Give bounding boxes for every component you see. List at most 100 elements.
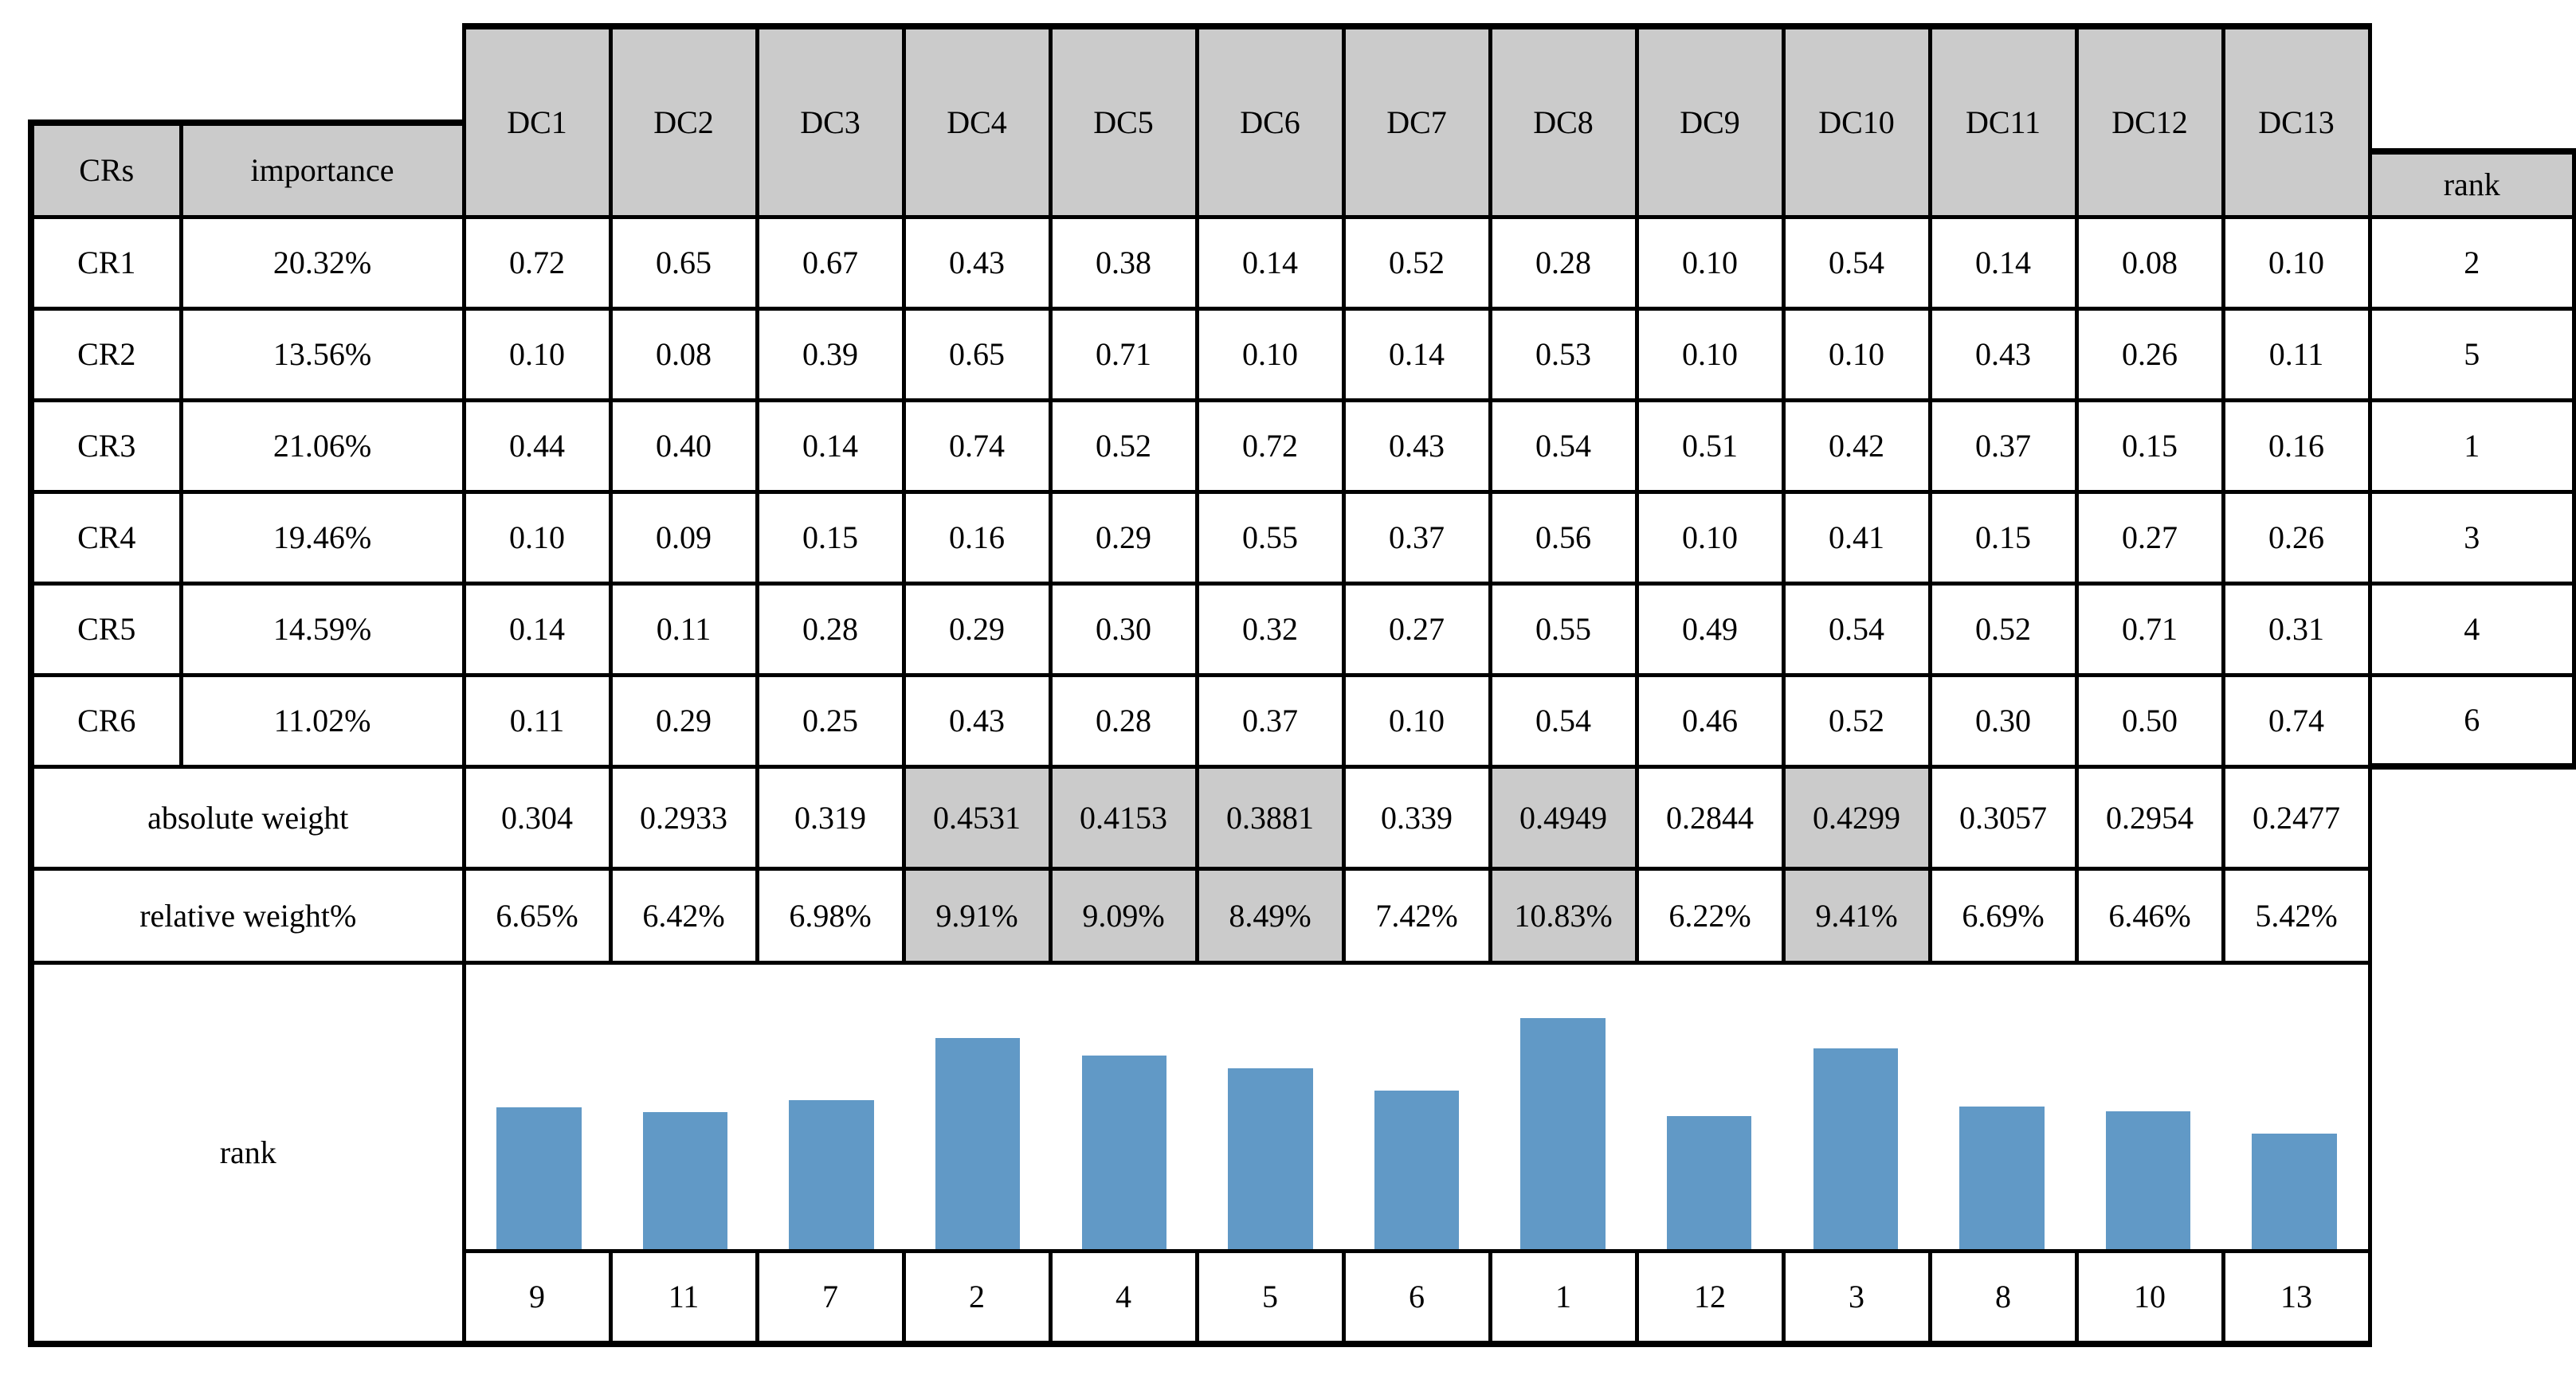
- matrix-cell: 0.43: [901, 672, 1053, 769]
- matrix-cell: 0.29: [901, 581, 1053, 677]
- absolute-weight-cell: 0.2954: [2074, 764, 2225, 871]
- matrix-cell: 0.15: [2074, 398, 2225, 494]
- matrix-cell: 0.14: [1341, 306, 1492, 402]
- absolute-weight-cell: 0.4949: [1488, 764, 1639, 871]
- matrix-cell: 0.30: [1927, 672, 2079, 769]
- dc-header: DC9: [1634, 23, 1786, 219]
- matrix-cell: 0.10: [1194, 306, 1346, 402]
- relative-weight-cell: 6.22%: [1634, 866, 1786, 965]
- matrix-cell: 0.52: [1781, 672, 1932, 769]
- relative-weight-cell: 10.83%: [1488, 866, 1639, 965]
- matrix-cell: 0.53: [1488, 306, 1639, 402]
- absolute-weight-cell: 0.319: [755, 764, 906, 871]
- relative-weight-cell: 9.41%: [1781, 866, 1932, 965]
- weight-matrix-table: DC1 DC2 DC3 DC4 DC5 DC6 DC7 DC8 DC9 DC10…: [28, 23, 2576, 1347]
- matrix-cell: 0.65: [901, 306, 1053, 402]
- relative-weight-cell: 8.49%: [1194, 866, 1346, 965]
- rank-number-cell: 13: [2221, 1248, 2372, 1347]
- matrix-cell: 0.50: [2074, 672, 2225, 769]
- matrix-cell: 0.28: [1048, 672, 1199, 769]
- matrix-cell: 0.09: [608, 489, 759, 586]
- matrix-cell: 0.71: [1048, 306, 1199, 402]
- matrix-cell: 0.26: [2221, 489, 2372, 586]
- table-row: rank: [28, 960, 2575, 1347]
- matrix-cell: 0.67: [755, 214, 906, 311]
- matrix-cell: 0.10: [1634, 214, 1786, 311]
- absolute-weight-cell: 0.3881: [1194, 764, 1346, 871]
- rank-bar-chart: [461, 960, 2372, 1253]
- matrix-cell: 0.14: [755, 398, 906, 494]
- matrix-cell: 0.27: [2074, 489, 2225, 586]
- absolute-weight-cell: 0.2844: [1634, 764, 1786, 871]
- absolute-weight-label: absolute weight: [28, 764, 466, 871]
- matrix-cell: 0.26: [2074, 306, 2225, 402]
- cr-rank-cell: 6: [2367, 672, 2576, 770]
- rank-number-cell: 9: [461, 1248, 613, 1347]
- rank-number-cell: 11: [608, 1248, 759, 1347]
- matrix-cell: 0.72: [1194, 398, 1346, 494]
- relative-weight-cell: 6.69%: [1927, 866, 2079, 965]
- matrix-cell: 0.10: [1341, 672, 1492, 769]
- bar-DC10: [1813, 1048, 1899, 1249]
- matrix-cell: 0.37: [1927, 398, 2079, 494]
- cr-label: CR6: [28, 672, 183, 769]
- rank-number-cell: 8: [1927, 1248, 2079, 1347]
- dc-header: DC3: [755, 23, 906, 219]
- cr-rank-cell: 3: [2367, 489, 2576, 586]
- bar-DC13: [2252, 1133, 2337, 1249]
- matrix-cell: 0.11: [2221, 306, 2372, 402]
- matrix-cell: 0.49: [1634, 581, 1786, 677]
- matrix-cell: 0.10: [2221, 214, 2372, 311]
- rank-number-cell: 5: [1194, 1248, 1346, 1347]
- bar-DC9: [1666, 1115, 1752, 1249]
- matrix-cell: 0.15: [755, 489, 906, 586]
- dc-header: DC13: [2221, 23, 2372, 219]
- matrix-cell: 0.32: [1194, 581, 1346, 677]
- matrix-cell: 0.10: [1634, 489, 1786, 586]
- matrix-cell: 0.39: [755, 306, 906, 402]
- table-row: DC1 DC2 DC3 DC4 DC5 DC6 DC7 DC8 DC9 DC10…: [31, 23, 2575, 219]
- matrix-cell: 0.52: [1048, 398, 1199, 494]
- cr-label: CR4: [28, 489, 183, 586]
- matrix-cell: 0.27: [1341, 581, 1492, 677]
- absolute-weight-cell: 0.3057: [1927, 764, 2079, 871]
- matrix-cell: 0.28: [1488, 214, 1639, 311]
- matrix-cell: 0.43: [901, 214, 1053, 311]
- matrix-cell: 0.11: [608, 581, 759, 677]
- table-row: absolute weight 0.304 0.2933 0.319 0.453…: [28, 764, 2575, 871]
- cr-label: CR3: [28, 398, 183, 494]
- rank-number-cell: 12: [1634, 1248, 1786, 1347]
- rank-number-cell: 6: [1341, 1248, 1492, 1347]
- matrix-cell: 0.54: [1488, 672, 1639, 769]
- matrix-cell: 0.74: [901, 398, 1053, 494]
- table-row: CR4 19.46% 0.10 0.09 0.15 0.16 0.29 0.55…: [28, 489, 2576, 586]
- cr-rank-cell: 4: [2367, 581, 2576, 677]
- matrix-cell: 0.16: [2221, 398, 2372, 494]
- spacer: [2370, 766, 2575, 868]
- absolute-weight-cell: 0.4153: [1048, 764, 1199, 871]
- table-row: CR1 20.32% 0.72 0.65 0.67 0.43 0.38 0.14…: [28, 214, 2576, 311]
- table-row: CRs importance: [28, 119, 2575, 219]
- matrix-cell: 0.44: [461, 398, 613, 494]
- table-row: relative weight% 6.65% 6.42% 6.98% 9.91%…: [28, 866, 2575, 965]
- matrix-cell: 0.43: [1341, 398, 1492, 494]
- relative-weight-cell: 6.98%: [755, 866, 906, 965]
- cr-rank-cell: 1: [2367, 398, 2576, 494]
- table-row: rank: [31, 148, 2576, 219]
- bar-DC4: [935, 1037, 1021, 1249]
- matrix-cell: 0.10: [461, 306, 613, 402]
- relative-weight-cell: 9.91%: [901, 866, 1053, 965]
- rank-number-cell: 1: [1488, 1248, 1639, 1347]
- matrix-cell: 0.10: [1634, 306, 1786, 402]
- absolute-weight-cell: 0.4531: [901, 764, 1053, 871]
- spacer: [2370, 962, 2575, 1344]
- matrix-cell: 0.28: [755, 581, 906, 677]
- bar-DC5: [1081, 1055, 1166, 1249]
- matrix-cell: 0.54: [1781, 581, 1932, 677]
- matrix-cell: 0.10: [1781, 306, 1932, 402]
- relative-weight-cell: 6.46%: [2074, 866, 2225, 965]
- matrix-cell: 0.10: [461, 489, 613, 586]
- bar-DC7: [1374, 1090, 1460, 1249]
- absolute-weight-cell: 0.4299: [1781, 764, 1932, 871]
- cr-label: CR2: [28, 306, 183, 402]
